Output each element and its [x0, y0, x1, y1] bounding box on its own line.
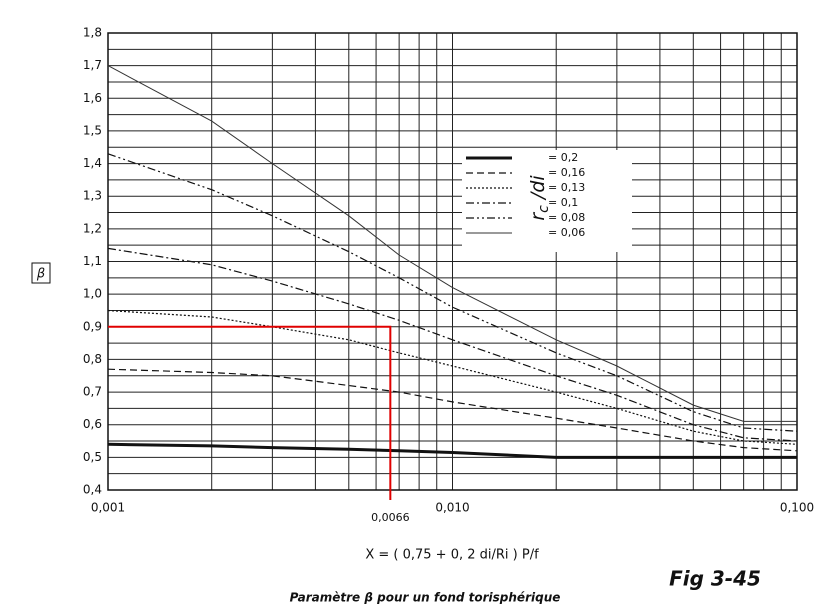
x-tick-label: 0,100	[780, 501, 814, 515]
annotation-label: 0,0066	[371, 511, 410, 524]
y-tick-label: 1,6	[83, 91, 102, 105]
y-tick-label: 1,4	[83, 156, 102, 170]
legend-label: = 0,13	[548, 181, 585, 194]
legend-title: rc /di	[527, 175, 553, 221]
legend-label: = 0,1	[548, 196, 578, 209]
caption: Paramètre β pour un fond torisphérique	[290, 591, 561, 605]
annotation-line	[108, 325, 392, 500]
y-tick-label: 1,7	[83, 58, 102, 72]
y-tick-label: 1,8	[83, 26, 102, 40]
y-tick-label: 1,1	[83, 254, 102, 268]
x-tick-label: 0,001	[91, 501, 125, 515]
x-axis-label: X = ( 0,75 + 0, 2 di/Ri ) P/f	[365, 548, 539, 563]
y-tick-label: 1,5	[83, 123, 102, 137]
legend-label: = 0,2	[548, 151, 578, 164]
series-line	[107, 247, 798, 442]
series-line	[107, 65, 797, 422]
x-tick-label: 0,010	[435, 501, 469, 515]
series-line	[107, 442, 797, 459]
series-line	[107, 153, 798, 432]
legend-label: = 0,08	[548, 211, 585, 224]
y-tick-label: 1,2	[83, 221, 102, 235]
y-tick-label: 0,8	[83, 352, 102, 366]
y-tick-label: 0,7	[83, 385, 102, 399]
y-tick-label: 0,5	[83, 450, 102, 464]
legend-label: = 0,16	[548, 166, 585, 179]
legend-label: = 0,06	[548, 226, 585, 239]
legend-box	[462, 150, 632, 252]
series-line	[107, 309, 798, 445]
y-axis-label: β	[36, 267, 45, 282]
legend-title-sub: c	[536, 205, 552, 213]
y-tick-label: 0,4	[83, 483, 102, 497]
legend-title-rest: /di	[527, 175, 549, 206]
y-tick-label: 0,9	[83, 319, 102, 333]
y-tick-label: 1,0	[83, 287, 102, 301]
legend-title-main: r	[527, 212, 549, 221]
series-line	[107, 368, 798, 452]
plot-frame	[107, 32, 798, 491]
y-tick-label: 0,6	[83, 417, 102, 431]
figure-label: Fig 3-45	[669, 567, 761, 591]
y-label-box	[31, 262, 51, 284]
y-tick-label: 1,3	[83, 189, 102, 203]
